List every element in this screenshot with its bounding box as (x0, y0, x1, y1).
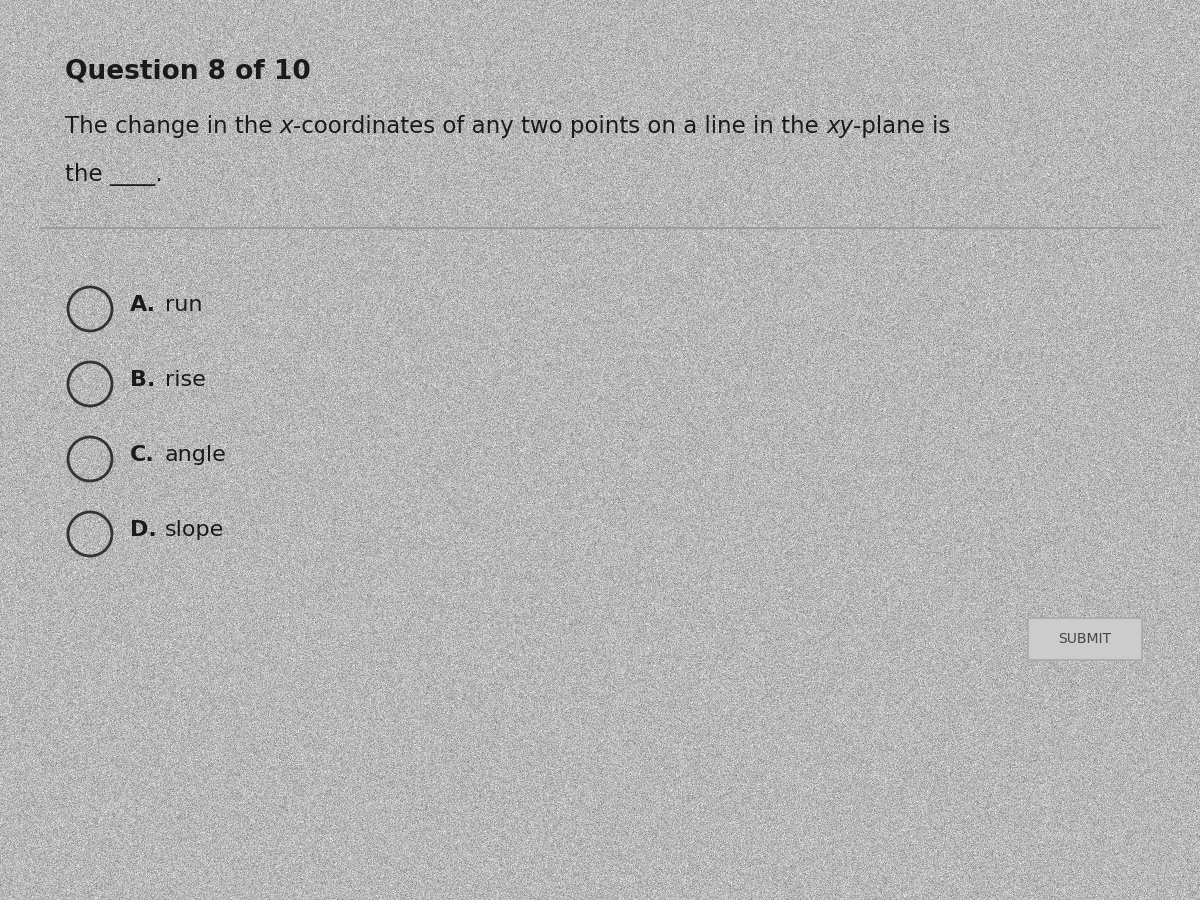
Text: Question 8 of 10: Question 8 of 10 (65, 58, 311, 84)
Text: A.: A. (130, 295, 156, 315)
Text: x: x (280, 115, 293, 138)
Text: SUBMIT: SUBMIT (1058, 632, 1111, 646)
Text: The change in the: The change in the (65, 115, 280, 138)
Text: slope: slope (166, 520, 224, 540)
Text: angle: angle (166, 445, 227, 465)
Text: D.: D. (130, 520, 157, 540)
Text: C.: C. (130, 445, 155, 465)
Text: -coordinates of any two points on a line in the: -coordinates of any two points on a line… (293, 115, 827, 138)
Text: xy: xy (827, 115, 853, 138)
FancyBboxPatch shape (1028, 618, 1142, 660)
Text: rise: rise (166, 370, 205, 390)
Text: -plane is: -plane is (853, 115, 950, 138)
Text: run: run (166, 295, 203, 315)
Text: the ____.: the ____. (65, 163, 163, 186)
Text: B.: B. (130, 370, 155, 390)
